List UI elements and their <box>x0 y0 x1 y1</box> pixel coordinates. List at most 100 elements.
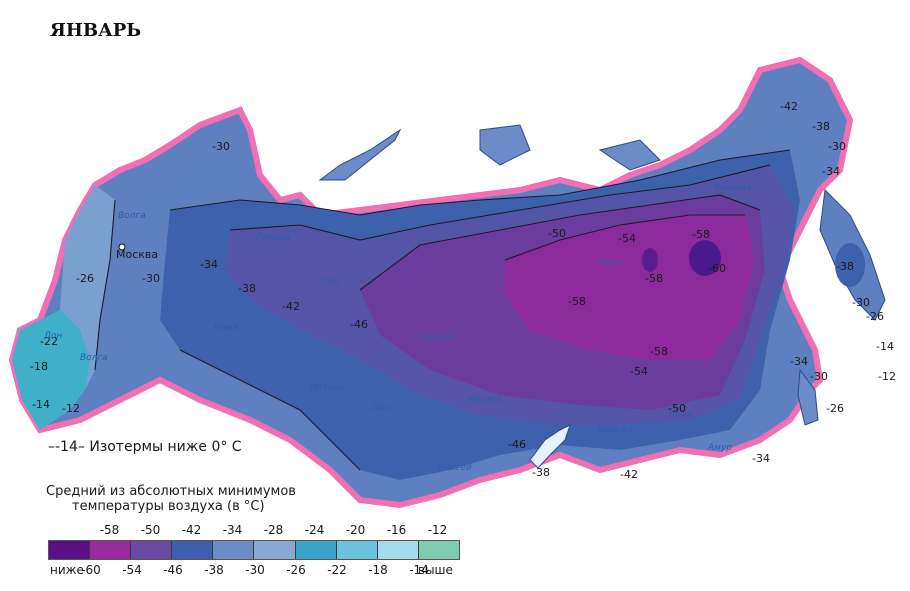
scale-swatch <box>49 541 91 559</box>
iso-label: -50 <box>548 227 566 240</box>
legend-title: Средний из абсолютных минимумов температ… <box>46 484 296 514</box>
iso-label: -58 <box>568 295 586 308</box>
zone-west-18 <box>60 185 115 390</box>
scale-swatch <box>418 541 459 559</box>
iso-label: -42 <box>780 100 798 113</box>
iso-label: -42 <box>620 468 638 481</box>
isotherm-legend: –-14– Изотермы ниже 0° С <box>48 439 242 455</box>
isotherm-lines <box>94 149 791 471</box>
iso-label: -30 <box>828 140 846 153</box>
iso-label: -26 <box>826 402 844 415</box>
iso-label: -50 <box>668 402 686 415</box>
scale-top-tick: -58 <box>99 523 120 537</box>
scale-high-label: выше <box>418 563 453 577</box>
moscow-label: Москва <box>116 248 158 261</box>
scale-swatch <box>377 541 419 559</box>
scale-top-tick: -12 <box>427 523 448 537</box>
iso-label: -42 <box>282 300 300 313</box>
river-label: Амур <box>707 443 732 453</box>
river-label: Иртыш <box>310 383 343 393</box>
scale-swatch <box>295 541 337 559</box>
scale-top-tick: -50 <box>140 523 161 537</box>
iso-label: -26 <box>866 310 884 323</box>
iso-label: -14 <box>32 398 50 411</box>
kamchatka-core <box>835 243 865 287</box>
iso-label: -22 <box>40 335 58 348</box>
iso-label: -38 <box>836 260 854 273</box>
severnaya-zemlya <box>479 124 531 166</box>
zone-west-12 <box>12 310 90 430</box>
iso-label: -38 <box>532 466 550 479</box>
iso-label: -30 <box>142 272 160 285</box>
river-label: Волга <box>118 211 146 221</box>
legend-title-line2: температуры воздуха (в °С) <box>72 499 265 514</box>
iso-label: -58 <box>650 345 668 358</box>
iso-label: -12 <box>62 402 80 415</box>
iso-label: -46 <box>508 438 526 451</box>
scale-bottom-tick: -38 <box>204 563 224 577</box>
scale-bottom-tick: -14 <box>409 563 429 577</box>
iso-label: -34 <box>790 355 808 368</box>
iso-label: -14 <box>876 340 894 353</box>
scale-bottom-tick: -60 <box>81 563 101 577</box>
iso-label: -34 <box>752 452 770 465</box>
river-label: Енисей <box>420 333 454 343</box>
scale-bottom-tick: -30 <box>245 563 265 577</box>
iso-label: -26 <box>76 272 94 285</box>
iso-label: -34 <box>822 165 840 178</box>
river-label: Волга <box>80 353 108 363</box>
iso-label: -46 <box>350 318 368 331</box>
river-label: Колыма <box>714 183 751 193</box>
river-label: Обь <box>372 403 390 413</box>
scale-swatch <box>254 541 296 559</box>
river-label: Енисей <box>438 463 472 473</box>
scale-top-tick: -34 <box>222 523 243 537</box>
iso-label: -18 <box>30 360 48 373</box>
scale-swatch <box>131 541 173 559</box>
novaya-zemlya <box>318 128 402 181</box>
scale-bottom-tick: -26 <box>286 563 306 577</box>
scale-top-tick: -16 <box>386 523 407 537</box>
sakhalin <box>797 368 819 426</box>
iso-label: -30 <box>212 140 230 153</box>
scale-bottom-tick: -18 <box>368 563 388 577</box>
iso-label: -34 <box>200 258 218 271</box>
river-label: Обь <box>322 278 340 288</box>
river-label: Печора <box>256 233 290 243</box>
scale-bottom-tick: -54 <box>122 563 142 577</box>
scale-top-tick: -42 <box>181 523 202 537</box>
river-label: Ангара <box>467 395 502 405</box>
scale-top-tick: -24 <box>304 523 325 537</box>
legend-title-line1: Средний из абсолютных минимумов <box>46 484 296 499</box>
scale-swatch <box>213 541 255 559</box>
scale-bottom-tick: -22 <box>327 563 347 577</box>
map-title: ЯНВАРЬ <box>50 20 142 41</box>
iso-label: -58 <box>645 272 663 285</box>
scale-top-tick: -20 <box>345 523 366 537</box>
scale-swatch <box>172 541 214 559</box>
iso-label: -60 <box>708 262 726 275</box>
scale-low-label: ниже <box>50 563 84 577</box>
iso-label: -30 <box>852 296 870 309</box>
river-label: Дон <box>43 331 63 341</box>
river-label: Лена <box>597 258 622 268</box>
zone-60 <box>689 240 721 276</box>
river-label: Кама <box>214 323 238 333</box>
iso-label: -30 <box>810 370 828 383</box>
new-siberian-islands <box>598 139 661 171</box>
lake-baikal <box>529 424 571 469</box>
iso-label: -12 <box>878 370 896 383</box>
zone-58 <box>642 248 658 272</box>
iso-label: -54 <box>618 232 636 245</box>
river-label: Лена <box>667 411 692 421</box>
iso-label: -38 <box>238 282 256 295</box>
iso-label: -58 <box>692 228 710 241</box>
river-label: Байкал <box>598 425 632 435</box>
moscow-dot <box>118 243 126 251</box>
scale-swatch <box>336 541 378 559</box>
scale-swatch <box>90 541 132 559</box>
scale-top-tick: -28 <box>263 523 284 537</box>
iso-label: -38 <box>812 120 830 133</box>
iso-label: -54 <box>630 365 648 378</box>
